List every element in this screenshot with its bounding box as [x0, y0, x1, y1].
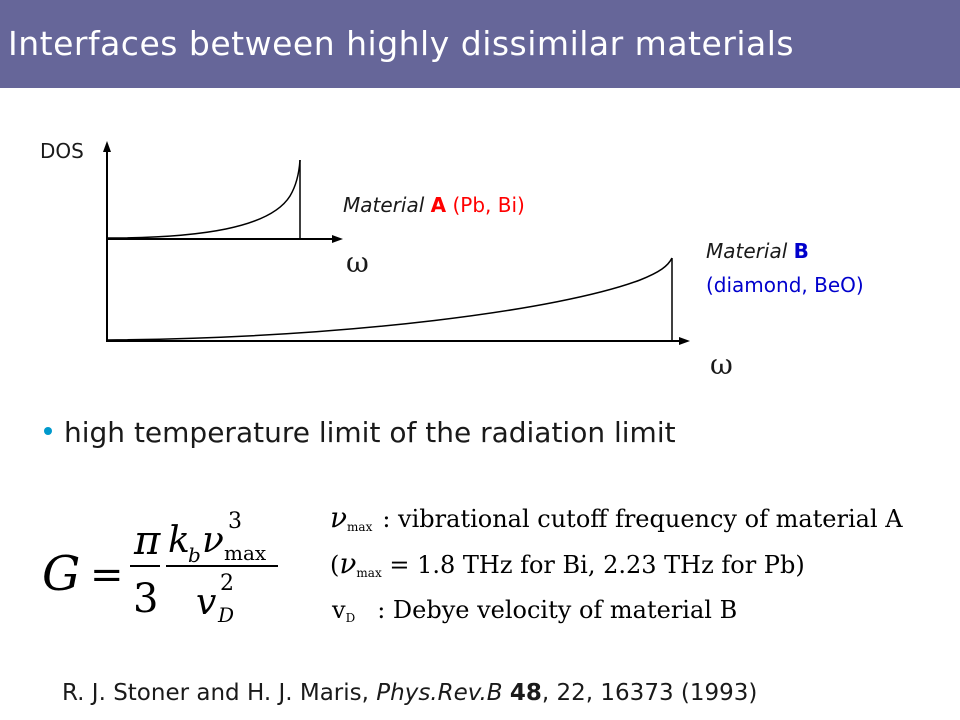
slide-title: Interfaces between highly dissimilar mat…	[8, 24, 795, 63]
material-a-prefix: Material	[343, 193, 431, 217]
def1-nu: ν	[330, 501, 347, 534]
formula-nu: ν	[202, 520, 224, 561]
def1-max: max	[347, 520, 373, 534]
dos-y-axis-arrow	[103, 141, 111, 152]
conductance-formula: G = π 3 k b ν 3 max v 2 D	[42, 509, 278, 627]
def3-v: v	[331, 596, 346, 624]
def2-text: = 1.8 THz for Bi, 2.23 THz for Pb)	[382, 551, 805, 579]
formula-definitions: νmax: vibrational cutoff frequency of ma…	[330, 501, 903, 625]
reference-volume: 48	[509, 680, 542, 706]
formula-max-subscript: max	[224, 541, 267, 565]
formula-pi: π	[133, 518, 161, 564]
material-b-label-line1: Material B	[706, 239, 809, 263]
material-a-x-axis-arrow	[332, 235, 343, 243]
definition-line-1: νmax : vibrational cutoff frequency of ma…	[330, 501, 903, 534]
def2-nu: ν	[339, 547, 356, 580]
reference-citation: R. J. Stoner and H. J. Maris, Phys.Rev.B…	[62, 680, 757, 706]
definition-line-3: vD : Debye velocity of material B	[331, 596, 737, 625]
formula-k-subscript: b	[188, 543, 201, 567]
def2-open: (	[330, 551, 339, 579]
def1-text: : vibrational cutoff frequency of materi…	[382, 505, 903, 533]
formula-k: k	[168, 520, 190, 561]
dos-axis-label: DOS	[40, 139, 84, 163]
formula-square: 2	[220, 571, 234, 596]
definition-line-2: (νmax = 1.8 THz for Bi, 2.23 THz for Pb)	[330, 547, 805, 580]
material-b-x-axis-arrow	[679, 337, 690, 345]
material-b-letter: B	[794, 239, 809, 263]
formula-v: v	[196, 582, 216, 623]
material-a-label: Material A (Pb, Bi)	[343, 193, 525, 217]
material-a-letter: A	[431, 193, 447, 217]
omega-symbol-a: ω	[346, 246, 369, 279]
reference-journal: Phys.Rev.B	[376, 680, 503, 706]
material-a-suffix: (Pb, Bi)	[446, 193, 525, 217]
omega-symbol-b: ω	[710, 348, 733, 381]
formula-cube: 3	[228, 509, 242, 534]
reference-rest: , 22, 16373 (1993)	[541, 680, 758, 706]
def2-max: max	[356, 566, 382, 580]
reference-authors: R. J. Stoner and H. J. Maris,	[62, 680, 377, 706]
material-b-dos-curve	[106, 257, 673, 341]
reference-sep	[503, 680, 510, 706]
def3-d: D	[346, 611, 356, 625]
formula-equals: =	[90, 552, 124, 598]
bullet-dot-icon	[44, 427, 52, 435]
material-b-label-line2: (diamond, BeO)	[706, 273, 864, 297]
bullet-item: high temperature limit of the radiation …	[44, 416, 676, 449]
title-bar: Interfaces between highly dissimilar mat…	[0, 0, 960, 88]
def3-text: : Debye velocity of material B	[377, 596, 737, 624]
formula-d-subscript: D	[217, 603, 234, 627]
material-a-dos-curve	[106, 159, 301, 239]
material-b-prefix: Material	[706, 239, 794, 263]
bullet-text: high temperature limit of the radiation …	[64, 416, 676, 449]
formula-lhs: G	[42, 546, 80, 602]
formula-three: 3	[133, 576, 158, 622]
